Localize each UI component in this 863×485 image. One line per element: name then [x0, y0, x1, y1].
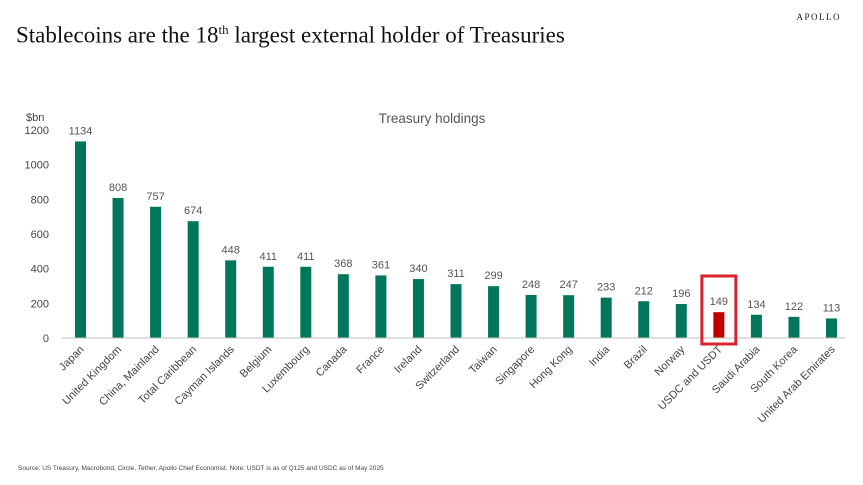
- bar-china-mainland: [150, 206, 162, 338]
- data-label: 196: [672, 288, 690, 300]
- bar-brazil: [638, 301, 650, 338]
- bar-united-kingdom: [112, 197, 124, 338]
- x-tick-label: Canada: [314, 343, 350, 379]
- x-tick-label: Norway: [653, 343, 688, 378]
- data-labels: 1134 808 757 674 448 411 411 368 361 340 311 299 248…: [69, 125, 841, 314]
- chart-title: Treasury holdings: [379, 111, 486, 126]
- title-text: Stablecoins are the 18: [16, 22, 219, 48]
- title-superscript: th: [218, 22, 229, 37]
- data-label: 361: [372, 259, 390, 271]
- y-tick-label: 600: [31, 229, 49, 241]
- x-tick-label: Taiwan: [467, 344, 500, 377]
- brand-logo: APOLLO: [796, 12, 841, 22]
- bar-taiwan: [488, 286, 500, 338]
- source-note: Source: US Treasury, Macrobond, Circle, …: [18, 465, 384, 472]
- bar-chart: Treasury holdings $bn 0 200 400 600 800 1000 1…: [25, 111, 845, 426]
- x-tick-label: Brazil: [622, 344, 650, 372]
- bar-saudi-arabia: [750, 314, 762, 338]
- bar-norway: [675, 304, 687, 338]
- data-label: 248: [522, 279, 540, 291]
- data-label: 299: [484, 270, 502, 282]
- data-label: 113: [823, 302, 841, 314]
- data-label: 757: [146, 191, 164, 203]
- y-axis-unit: $bn: [26, 112, 44, 124]
- bar-singapore: [525, 295, 537, 338]
- data-label: 233: [597, 282, 615, 294]
- bars: [75, 141, 837, 338]
- data-label: 340: [409, 263, 427, 275]
- data-label: 134: [747, 299, 765, 311]
- bar-canada: [337, 274, 349, 338]
- data-label: 149: [710, 296, 728, 308]
- data-label: 122: [785, 301, 803, 313]
- bar-japan: [75, 141, 86, 338]
- y-tick-label: 400: [31, 264, 49, 276]
- data-label: 808: [109, 182, 127, 194]
- page-title: Stablecoins are the 18th largest externa…: [16, 22, 565, 49]
- highlight-box: [700, 274, 738, 346]
- title-text-end: largest external holder of Treasuries: [228, 22, 565, 48]
- bar-france: [375, 275, 387, 338]
- data-label: 411: [259, 251, 277, 263]
- x-tick-label: Belgium: [238, 344, 275, 381]
- x-tick-label: United Arab Emirates: [756, 343, 838, 425]
- x-tick-label: USDC and USDT: [656, 343, 725, 412]
- x-tick-label: Japan: [57, 344, 87, 374]
- data-label: 212: [635, 285, 653, 297]
- y-tick-label: 800: [31, 194, 49, 206]
- data-label: 1134: [69, 125, 93, 137]
- bar-usdc-and-usdt: [713, 312, 725, 338]
- bar-total-caribbean: [187, 221, 199, 338]
- bar-ireland: [412, 279, 424, 338]
- data-label: 247: [559, 279, 577, 291]
- y-axis: 0 200 400 600 800 1000 1200: [25, 125, 49, 345]
- bar-switzerland: [450, 284, 462, 338]
- y-tick-label: 200: [31, 298, 49, 310]
- y-tick-label: 0: [43, 333, 49, 345]
- bar-india: [600, 297, 612, 338]
- bar-belgium: [262, 266, 274, 338]
- data-label: 448: [222, 244, 240, 256]
- bar-south-korea: [788, 316, 800, 338]
- data-label: 411: [297, 251, 315, 263]
- y-tick-label: 1200: [25, 125, 49, 137]
- bar-hong-kong: [563, 295, 575, 338]
- x-tick-label: India: [587, 343, 613, 369]
- data-label: 368: [334, 258, 352, 270]
- data-label: 674: [184, 205, 202, 217]
- bar-cayman-islands: [225, 260, 237, 338]
- bar-luxembourg: [300, 266, 312, 338]
- x-tick-label: Ireland: [392, 344, 424, 376]
- x-tick-label: France: [354, 344, 387, 377]
- data-label: 311: [447, 268, 465, 280]
- bar-united-arab-emirates: [826, 318, 837, 338]
- y-tick-label: 1000: [25, 160, 49, 172]
